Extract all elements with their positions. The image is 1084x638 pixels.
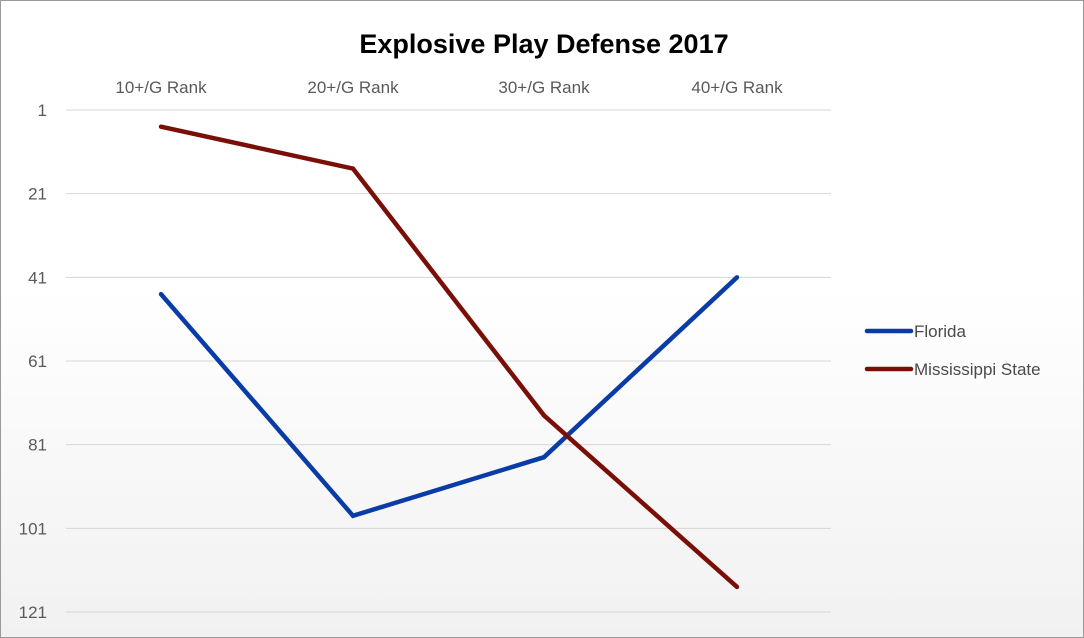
data-point	[350, 513, 356, 518]
x-axis-category-labels: 10+/G Rank 20+/G Rank 30+/G Rank 40+/G Rank	[115, 78, 783, 97]
data-point	[541, 455, 547, 460]
gridlines	[66, 109, 831, 613]
y-tick-label: 41	[28, 268, 47, 287]
y-tick-label: 101	[19, 519, 47, 538]
legend-label: Mississippi State	[914, 360, 1041, 379]
series-line-2	[160, 124, 739, 589]
series-line-1	[159, 275, 739, 519]
x-category-label: 10+/G Rank	[115, 78, 207, 97]
legend: Florida Mississippi State	[864, 322, 1041, 379]
data-point	[350, 166, 356, 171]
chart-title: Explosive Play Defense 2017	[359, 29, 728, 59]
series-lines	[158, 124, 740, 590]
y-tick-label: 121	[19, 603, 47, 622]
y-tick-label: 21	[28, 185, 47, 204]
y-tick-label: 1	[38, 101, 47, 120]
data-point	[734, 584, 740, 590]
y-tick-label: 81	[28, 436, 47, 455]
x-category-label: 20+/G Rank	[307, 78, 399, 97]
legend-label: Florida	[914, 322, 967, 341]
data-point	[734, 275, 740, 280]
x-category-label: 30+/G Rank	[498, 78, 590, 97]
y-tick-label: 61	[28, 352, 47, 371]
data-point	[541, 413, 547, 418]
x-category-label: 40+/G Rank	[691, 78, 783, 97]
data-point	[158, 124, 164, 129]
data-point	[158, 291, 164, 297]
